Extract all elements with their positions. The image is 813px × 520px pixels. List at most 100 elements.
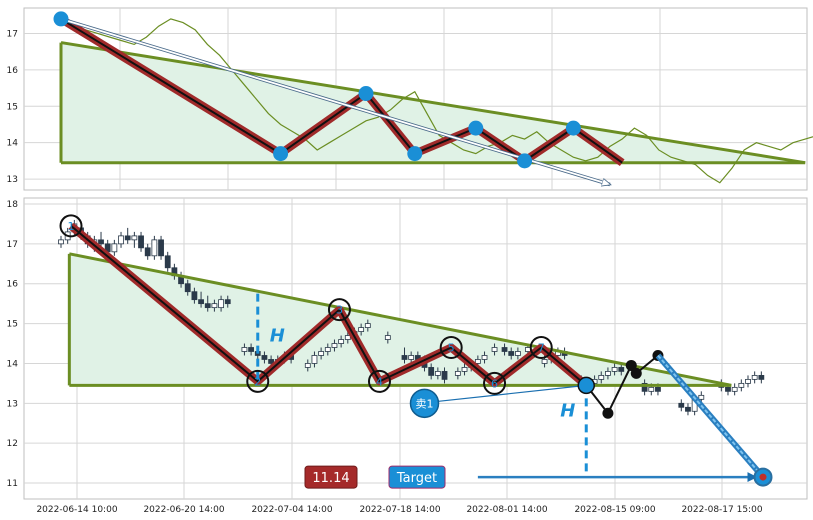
pivot-number-circle [439, 336, 463, 360]
pivot-number-circle [246, 369, 270, 393]
height-h-right-label: H [560, 400, 575, 421]
bottom-x-tick-label: 2022-08-15 09:00 [574, 505, 655, 515]
target-label-text: Target [396, 471, 437, 486]
candle-body [641, 382, 648, 392]
candle-body [514, 351, 521, 356]
pivot-number-label: 6 [491, 377, 498, 390]
target-value-badge-box [304, 465, 358, 489]
candle-body [384, 335, 391, 340]
candle-body [241, 347, 248, 352]
candle-body [428, 367, 435, 376]
candle-body [611, 367, 618, 372]
candle-body [434, 371, 441, 376]
bottom-y-tick-label: 13 [7, 399, 18, 409]
candle-body [198, 299, 204, 305]
top-y-tick-label: 15 [7, 102, 18, 112]
bottom-x-tick-label: 2022-07-04 14:00 [251, 505, 332, 515]
top-pivot-dot [565, 120, 581, 136]
candle-body [408, 355, 415, 360]
candle-body [138, 235, 144, 249]
candle-body [481, 355, 488, 360]
candle-body [541, 359, 548, 364]
top-pivot-dot [517, 153, 533, 169]
top-pivot-dot [468, 120, 484, 136]
candle-body [648, 386, 655, 392]
candle-body [261, 355, 268, 360]
height-h-left-label: H [270, 326, 285, 347]
candle-body [491, 347, 498, 352]
candle-body [268, 359, 274, 364]
candle-body [751, 375, 758, 380]
pivot-number-label: 1 [68, 220, 75, 233]
candle-body [474, 359, 481, 364]
candle-body [758, 375, 765, 380]
pivot-number-label: 7 [538, 342, 545, 355]
pivot-number-circle [367, 369, 391, 393]
top-y-tick-label: 13 [7, 175, 18, 185]
top-pivot-dot [358, 86, 374, 102]
bottom-y-tick-label: 16 [7, 280, 19, 290]
candle-body [698, 394, 705, 400]
bottom-panel-frame [23, 197, 808, 500]
target-value-badge: 11.14 [304, 465, 358, 489]
breakout-point-marker [577, 376, 595, 395]
top-panel-frame [23, 7, 808, 191]
candle-body [358, 327, 365, 332]
candle-body [164, 255, 171, 269]
projection-dot [602, 407, 614, 419]
target-point-marker [753, 467, 773, 487]
candle-body [401, 355, 408, 360]
pivot-number-circle [327, 298, 351, 322]
candle-body [678, 402, 685, 408]
candle-body [508, 351, 515, 356]
bottom-x-axis: 2022-06-14 10:00 2022-06-20 14:00 2022-07-… [36, 505, 762, 515]
target-label-box: Target [388, 465, 446, 489]
candle-body [111, 243, 118, 253]
candle-body [364, 323, 371, 328]
pivot-number-label: 2 [254, 375, 261, 388]
top-pivot-dot [53, 11, 69, 27]
bottom-y-tick-label: 18 [7, 200, 19, 210]
candle-body [98, 239, 104, 245]
candle-body [151, 239, 158, 257]
bottom-x-tick-label: 2022-06-20 14:00 [143, 505, 224, 515]
top-y-axis: 13 14 15 16 17 [7, 29, 19, 185]
top-triangle-upper-line [60, 41, 806, 165]
candle-body [338, 339, 345, 344]
projection-dot [625, 359, 637, 371]
candle-body [211, 303, 218, 309]
candle-body [144, 247, 151, 257]
candle-body [131, 235, 138, 241]
top-y-tick-label: 16 [7, 66, 19, 76]
bottom-x-tick-label: 2022-08-17 15:00 [681, 505, 762, 515]
pivot-number-label: 5 [448, 342, 455, 355]
candle-body [655, 386, 661, 392]
bottom-triangle-upper-line [69, 252, 732, 387]
candle-body [191, 291, 198, 301]
sell-marker-label: 卖1 [416, 397, 434, 410]
bottom-x-tick-label: 2022-06-14 10:00 [36, 505, 117, 515]
candle-body [731, 386, 738, 392]
candle-body [461, 367, 468, 372]
candle-body [454, 371, 461, 376]
candle-body [158, 239, 164, 257]
candle-body [344, 335, 351, 340]
target-path-core [657, 354, 764, 478]
candle-body [745, 378, 751, 384]
sell-connector-line [438, 384, 587, 402]
candle-body [738, 382, 745, 388]
top-zigzag-core [60, 18, 623, 164]
bottom-y-tick-label: 11 [7, 479, 18, 489]
candle-body [311, 355, 318, 364]
projection-dot [630, 367, 642, 379]
candle-body [501, 347, 508, 352]
target-label-box-rect [388, 465, 446, 489]
candle-body [248, 347, 254, 352]
candle-body [224, 299, 231, 305]
candle-body [324, 347, 331, 352]
candle-body [124, 235, 131, 241]
candle-body [58, 239, 64, 245]
candle-body [304, 363, 311, 368]
